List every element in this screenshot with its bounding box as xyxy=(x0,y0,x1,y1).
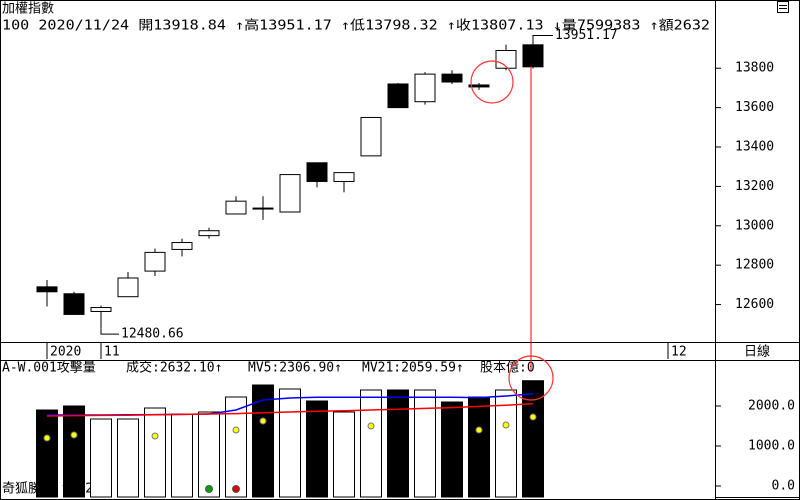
window-icon[interactable] xyxy=(777,1,789,13)
volume-bar xyxy=(171,413,193,498)
volume-bar xyxy=(468,396,490,498)
volume-title: A-W.001攻擊量 xyxy=(2,360,96,376)
legend-note: 股本億:0 xyxy=(480,360,535,376)
x-tick-label: 11 xyxy=(104,345,120,360)
candle-body xyxy=(333,172,355,182)
volume-bar xyxy=(495,389,517,498)
candle-body xyxy=(306,162,328,182)
low-label: 12480.66 xyxy=(121,327,184,342)
volume-bar xyxy=(198,411,220,498)
candle-body xyxy=(495,49,517,69)
volume-bar xyxy=(144,407,166,498)
y-tick-label: 12600 xyxy=(735,297,774,312)
period-label[interactable]: 日線 xyxy=(744,344,770,360)
label-leader xyxy=(532,34,553,39)
indicator-dot xyxy=(367,422,375,430)
candle-body xyxy=(198,230,220,237)
highlight-circle xyxy=(470,60,514,104)
indicator-dot xyxy=(502,421,510,429)
volume-bar xyxy=(117,418,139,498)
label-leader xyxy=(100,328,119,335)
candle-body xyxy=(522,44,544,68)
volume-bar xyxy=(360,389,382,498)
candle-body xyxy=(63,293,85,315)
volume-bar xyxy=(441,401,463,498)
candle-body xyxy=(360,116,382,157)
y-tick-label: 13800 xyxy=(735,61,774,76)
candle-body xyxy=(252,207,274,210)
volume-bar xyxy=(90,418,112,498)
candle-body xyxy=(117,277,139,298)
indicator-dot xyxy=(475,426,483,434)
volume-bar xyxy=(252,384,274,498)
candle-body xyxy=(441,73,463,83)
candle-body xyxy=(36,286,58,293)
volume-bar xyxy=(522,380,544,498)
indicator-dot xyxy=(70,431,78,439)
candle-body xyxy=(387,83,409,109)
candle-body xyxy=(414,73,436,103)
y-tick-label: 0.0 xyxy=(772,479,795,494)
volume-bar xyxy=(36,409,58,498)
candle-body xyxy=(225,200,247,215)
volume-bar xyxy=(63,405,85,498)
volume-bar xyxy=(306,400,328,498)
y-tick-label: 12800 xyxy=(735,258,774,273)
y-tick-label: 2000.0 xyxy=(748,399,795,414)
volume-bar xyxy=(414,389,436,498)
signal-dot xyxy=(232,485,240,493)
chart-title: 加權指數 xyxy=(2,2,54,17)
indicator-dot xyxy=(43,434,51,442)
indicator-dot xyxy=(259,417,267,425)
volume-bar xyxy=(333,411,355,498)
volume-bar xyxy=(279,388,301,498)
volume-bar xyxy=(225,396,247,498)
ma-line xyxy=(46,402,534,417)
y-tick-label: 13600 xyxy=(735,100,774,115)
candle-body xyxy=(90,307,112,312)
plot: 12600 12800 13000 13200 13400 13600 13800 2020 1… xyxy=(36,28,795,498)
legend-entry: 成交:2632.10↑ xyxy=(126,360,222,376)
quote-info: 100 2020/11/24 開13918.84 ↑高13951.17 ↑低13… xyxy=(2,18,710,34)
y-tick-label: 13000 xyxy=(735,218,774,233)
x-tick-label: 2020 xyxy=(50,345,81,360)
y-tick-label: 13200 xyxy=(735,179,774,194)
indicator-dot xyxy=(232,426,240,434)
legend-entry: MV21:2059.59↑ xyxy=(362,361,464,376)
signal-dot xyxy=(205,485,213,493)
candle-body xyxy=(279,174,301,213)
y-tick-label: 1000.0 xyxy=(748,439,795,454)
volume-bar xyxy=(387,389,409,498)
indicator-dot xyxy=(151,432,159,440)
indicator-dot xyxy=(529,413,537,421)
candle-body xyxy=(468,84,490,88)
candle-body xyxy=(171,242,193,250)
high-label: 13951.17 xyxy=(555,28,618,43)
x-tick-label: 12 xyxy=(671,345,687,360)
y-tick-label: 13400 xyxy=(735,140,774,155)
legend-entry: MV5:2306.90↑ xyxy=(248,361,342,376)
candle-body xyxy=(144,251,166,272)
highlight-circle xyxy=(508,355,554,401)
